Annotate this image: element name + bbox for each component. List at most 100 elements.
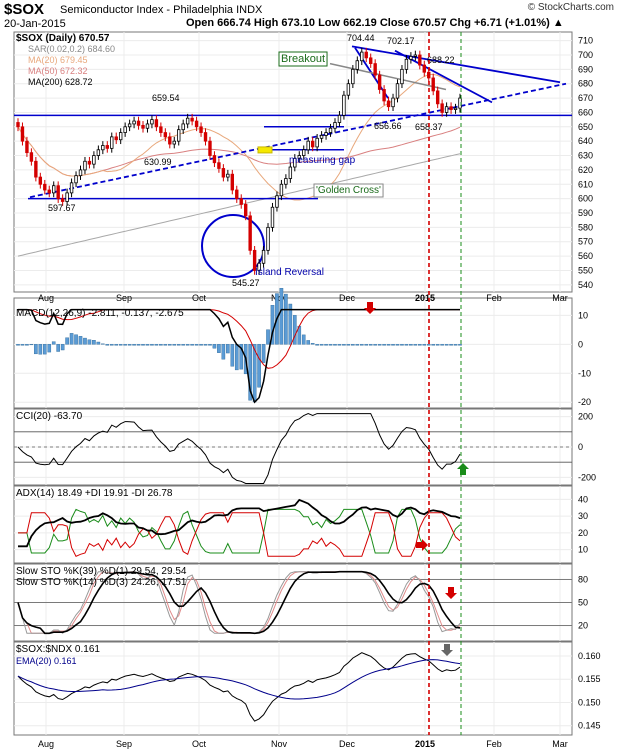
x-tick-label: Mar xyxy=(552,739,568,749)
price-candle xyxy=(377,74,382,90)
panel-frame xyxy=(13,641,573,736)
price-candle xyxy=(275,195,279,208)
ratio-legend-entry: EMA(20) 0.161 xyxy=(16,656,77,666)
y-tick-label: 650 xyxy=(578,122,593,132)
price-candle xyxy=(208,140,212,156)
price-legend-entry: MA(50) 672.32 xyxy=(28,66,88,76)
macd-histogram-bar xyxy=(310,342,315,345)
y-tick-label: 0 xyxy=(578,339,583,349)
price-candle xyxy=(431,77,435,92)
y-tick-label: 20 xyxy=(578,528,588,538)
x-tick-label: Nov xyxy=(271,739,288,749)
macd-histogram-bar xyxy=(65,337,69,345)
price-candle xyxy=(159,126,163,133)
y-tick-label: 0.160 xyxy=(578,651,601,661)
price-candle xyxy=(418,54,422,66)
macd-histogram-bar xyxy=(141,344,145,346)
macd-histogram-bar xyxy=(163,344,168,346)
price-candle xyxy=(92,155,96,165)
macd-histogram-bar xyxy=(69,333,74,345)
price-candle xyxy=(342,94,346,116)
macd-histogram-bar xyxy=(324,344,328,346)
price-candle xyxy=(74,175,78,184)
price-annotation: 704.44 xyxy=(347,33,375,43)
y-tick-label: 710 xyxy=(578,36,593,46)
x-tick-label: Dec xyxy=(339,739,356,749)
ohlc-readout: Open 666.74 High 673.10 Low 662.19 Close… xyxy=(186,17,564,29)
y-tick-label: 600 xyxy=(578,194,593,204)
y-tick-label: 690 xyxy=(578,64,593,74)
macd-histogram-bar xyxy=(382,344,386,346)
price-candle xyxy=(400,68,404,85)
price-annotation: 597.67 xyxy=(48,203,76,213)
price-candle xyxy=(369,57,373,65)
macd-histogram-bar xyxy=(315,344,319,346)
price-candle xyxy=(297,155,301,159)
y-tick-label: 200 xyxy=(578,412,593,422)
y-tick-label: 30 xyxy=(578,511,588,521)
macd-histogram-bar xyxy=(118,344,123,346)
price-candle xyxy=(29,152,34,162)
macd-histogram-bar xyxy=(279,287,284,345)
symbol-label: $SOX xyxy=(4,1,45,18)
macd-histogram-bar xyxy=(342,344,346,346)
macd-histogram-bar xyxy=(301,334,306,345)
price-candle xyxy=(306,140,310,151)
price-candle xyxy=(141,124,145,129)
golden-cross-label: 'Golden Cross' xyxy=(316,185,381,196)
price-candle xyxy=(252,249,257,271)
y-tick-label: 0 xyxy=(578,442,583,452)
chart-svg: 540 550 560 570 580 590 600 610 620 630 640 650 660 6… xyxy=(13,31,601,749)
macd-histogram-bar xyxy=(127,344,132,346)
macd-histogram-bar xyxy=(257,344,261,388)
macd-histogram-bar xyxy=(440,344,444,346)
macd-histogram-bar xyxy=(194,344,199,346)
price-candle xyxy=(150,119,154,125)
price-candle xyxy=(212,155,217,164)
x-tick-label: Aug xyxy=(38,293,54,303)
price-candle xyxy=(101,145,105,151)
macd-histogram-bar xyxy=(159,344,163,346)
y-tick-label: 630 xyxy=(578,151,593,161)
price-candle xyxy=(337,114,342,123)
macd-histogram-bar xyxy=(16,344,20,346)
ma20-line xyxy=(17,73,461,201)
macd-histogram-bar xyxy=(377,344,382,346)
macd-histogram-bar xyxy=(226,344,230,354)
resistance-line xyxy=(351,45,561,84)
y-tick-label: 40 xyxy=(578,494,588,504)
price-candle xyxy=(364,51,368,59)
y-tick-label: 640 xyxy=(578,136,593,146)
price-candle xyxy=(413,54,418,57)
macd-histogram-bar xyxy=(203,344,208,346)
stoch-slow-line xyxy=(17,570,461,635)
y-tick-label: 10 xyxy=(578,310,588,320)
price-candle xyxy=(248,215,252,251)
price-candle xyxy=(69,182,74,194)
price-candle xyxy=(382,89,386,102)
adx-title: ADX(14) 18.49 +DI 19.91 -DI 26.78 xyxy=(16,488,173,499)
macd-histogram-bar xyxy=(176,344,181,346)
price-title: $SOX (Daily) 670.57 xyxy=(16,33,110,44)
x-tick-label: 2015 xyxy=(415,293,435,303)
y-tick-label: 540 xyxy=(578,280,593,290)
macd-histogram-bar xyxy=(418,344,422,346)
x-tick-label: Mar xyxy=(552,293,568,303)
macd-histogram-bar xyxy=(409,344,413,346)
macd-histogram-bar xyxy=(74,334,78,345)
y-tick-label: -10 xyxy=(578,368,591,378)
macd-histogram-bar xyxy=(60,344,65,351)
price-candle xyxy=(136,120,141,126)
macd-histogram-bar xyxy=(395,344,400,346)
price-candle xyxy=(435,90,440,105)
macd-histogram-bar xyxy=(458,344,462,346)
price-candle xyxy=(391,97,395,108)
y-tick-label: 50 xyxy=(578,598,588,608)
ma200-line xyxy=(17,153,461,257)
macd-histogram-bar xyxy=(270,305,275,345)
macd-histogram-bar xyxy=(359,344,364,346)
price-annotation: 630.99 xyxy=(144,157,172,167)
macd-histogram-bar xyxy=(449,344,453,346)
price-candle xyxy=(409,56,413,60)
price-candle xyxy=(360,51,364,62)
